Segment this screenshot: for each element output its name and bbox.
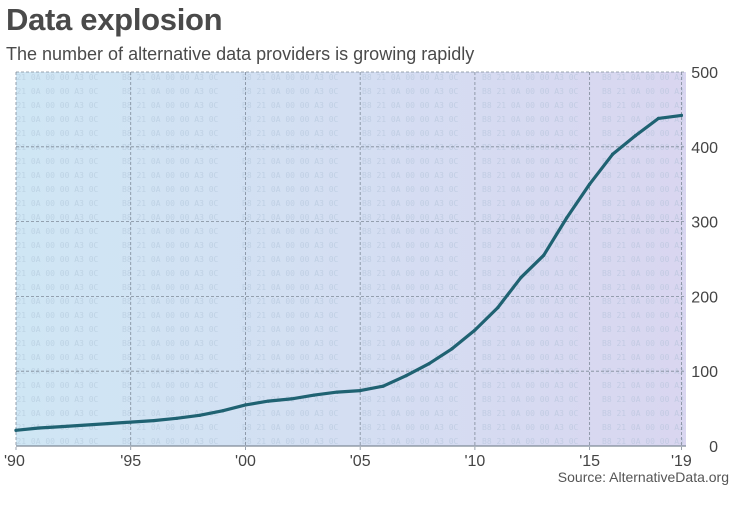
data-point (633, 133, 638, 138)
data-point (14, 428, 18, 432)
x-tick-label: '90 (4, 453, 25, 470)
data-point (289, 397, 293, 401)
data-point (519, 276, 523, 280)
x-tick-label: '05 (350, 453, 371, 470)
data-point (220, 409, 225, 413)
chart-subtitle: The number of alternative data providers… (6, 44, 475, 64)
data-point (404, 374, 408, 378)
data-point (427, 362, 431, 366)
data-point (496, 306, 500, 310)
gridlines (15, 71, 686, 452)
x-tick-label: '00 (235, 453, 256, 470)
x-tick-label: '10 (464, 453, 485, 470)
source-note: Source: AlternativeData.org (557, 469, 729, 485)
y-tick-label: 400 (691, 140, 718, 157)
data-point (610, 152, 615, 156)
data-point (450, 347, 454, 351)
plot-texture (16, 72, 686, 446)
data-point (197, 413, 202, 417)
series-line (14, 113, 683, 432)
data-point (106, 421, 110, 426)
data-point (358, 389, 362, 393)
data-point (565, 216, 569, 220)
data-point (335, 390, 339, 394)
data-point (656, 116, 661, 120)
y-tick-label: 100 (691, 364, 718, 381)
y-tick-label: 0 (709, 439, 718, 456)
data-point (243, 403, 248, 407)
x-tick-label: '15 (579, 453, 600, 470)
data-point (312, 393, 316, 397)
data-point (152, 418, 156, 423)
data-point (83, 423, 87, 427)
axis-ticks: 0 100 200 300 400 500 '90 '95 '00 '05 '10 '15 '19 (4, 65, 718, 470)
y-tick-label: 500 (691, 65, 718, 82)
chart-title: Data explosion (6, 2, 223, 37)
y-tick-label: 300 (691, 215, 718, 232)
x-tick-label: '95 (120, 453, 141, 470)
x-tick-label: '19 (671, 453, 692, 470)
data-point (60, 424, 64, 429)
series-line-group (14, 113, 684, 432)
data-point (37, 426, 41, 430)
data-point (679, 113, 684, 117)
y-tick-label: 200 (691, 289, 718, 306)
data-point (175, 416, 179, 420)
data-point (473, 328, 477, 332)
data-point (588, 182, 592, 186)
data-point (542, 253, 546, 257)
data-point (381, 384, 385, 388)
data-point (266, 399, 270, 403)
data-point (129, 420, 133, 424)
